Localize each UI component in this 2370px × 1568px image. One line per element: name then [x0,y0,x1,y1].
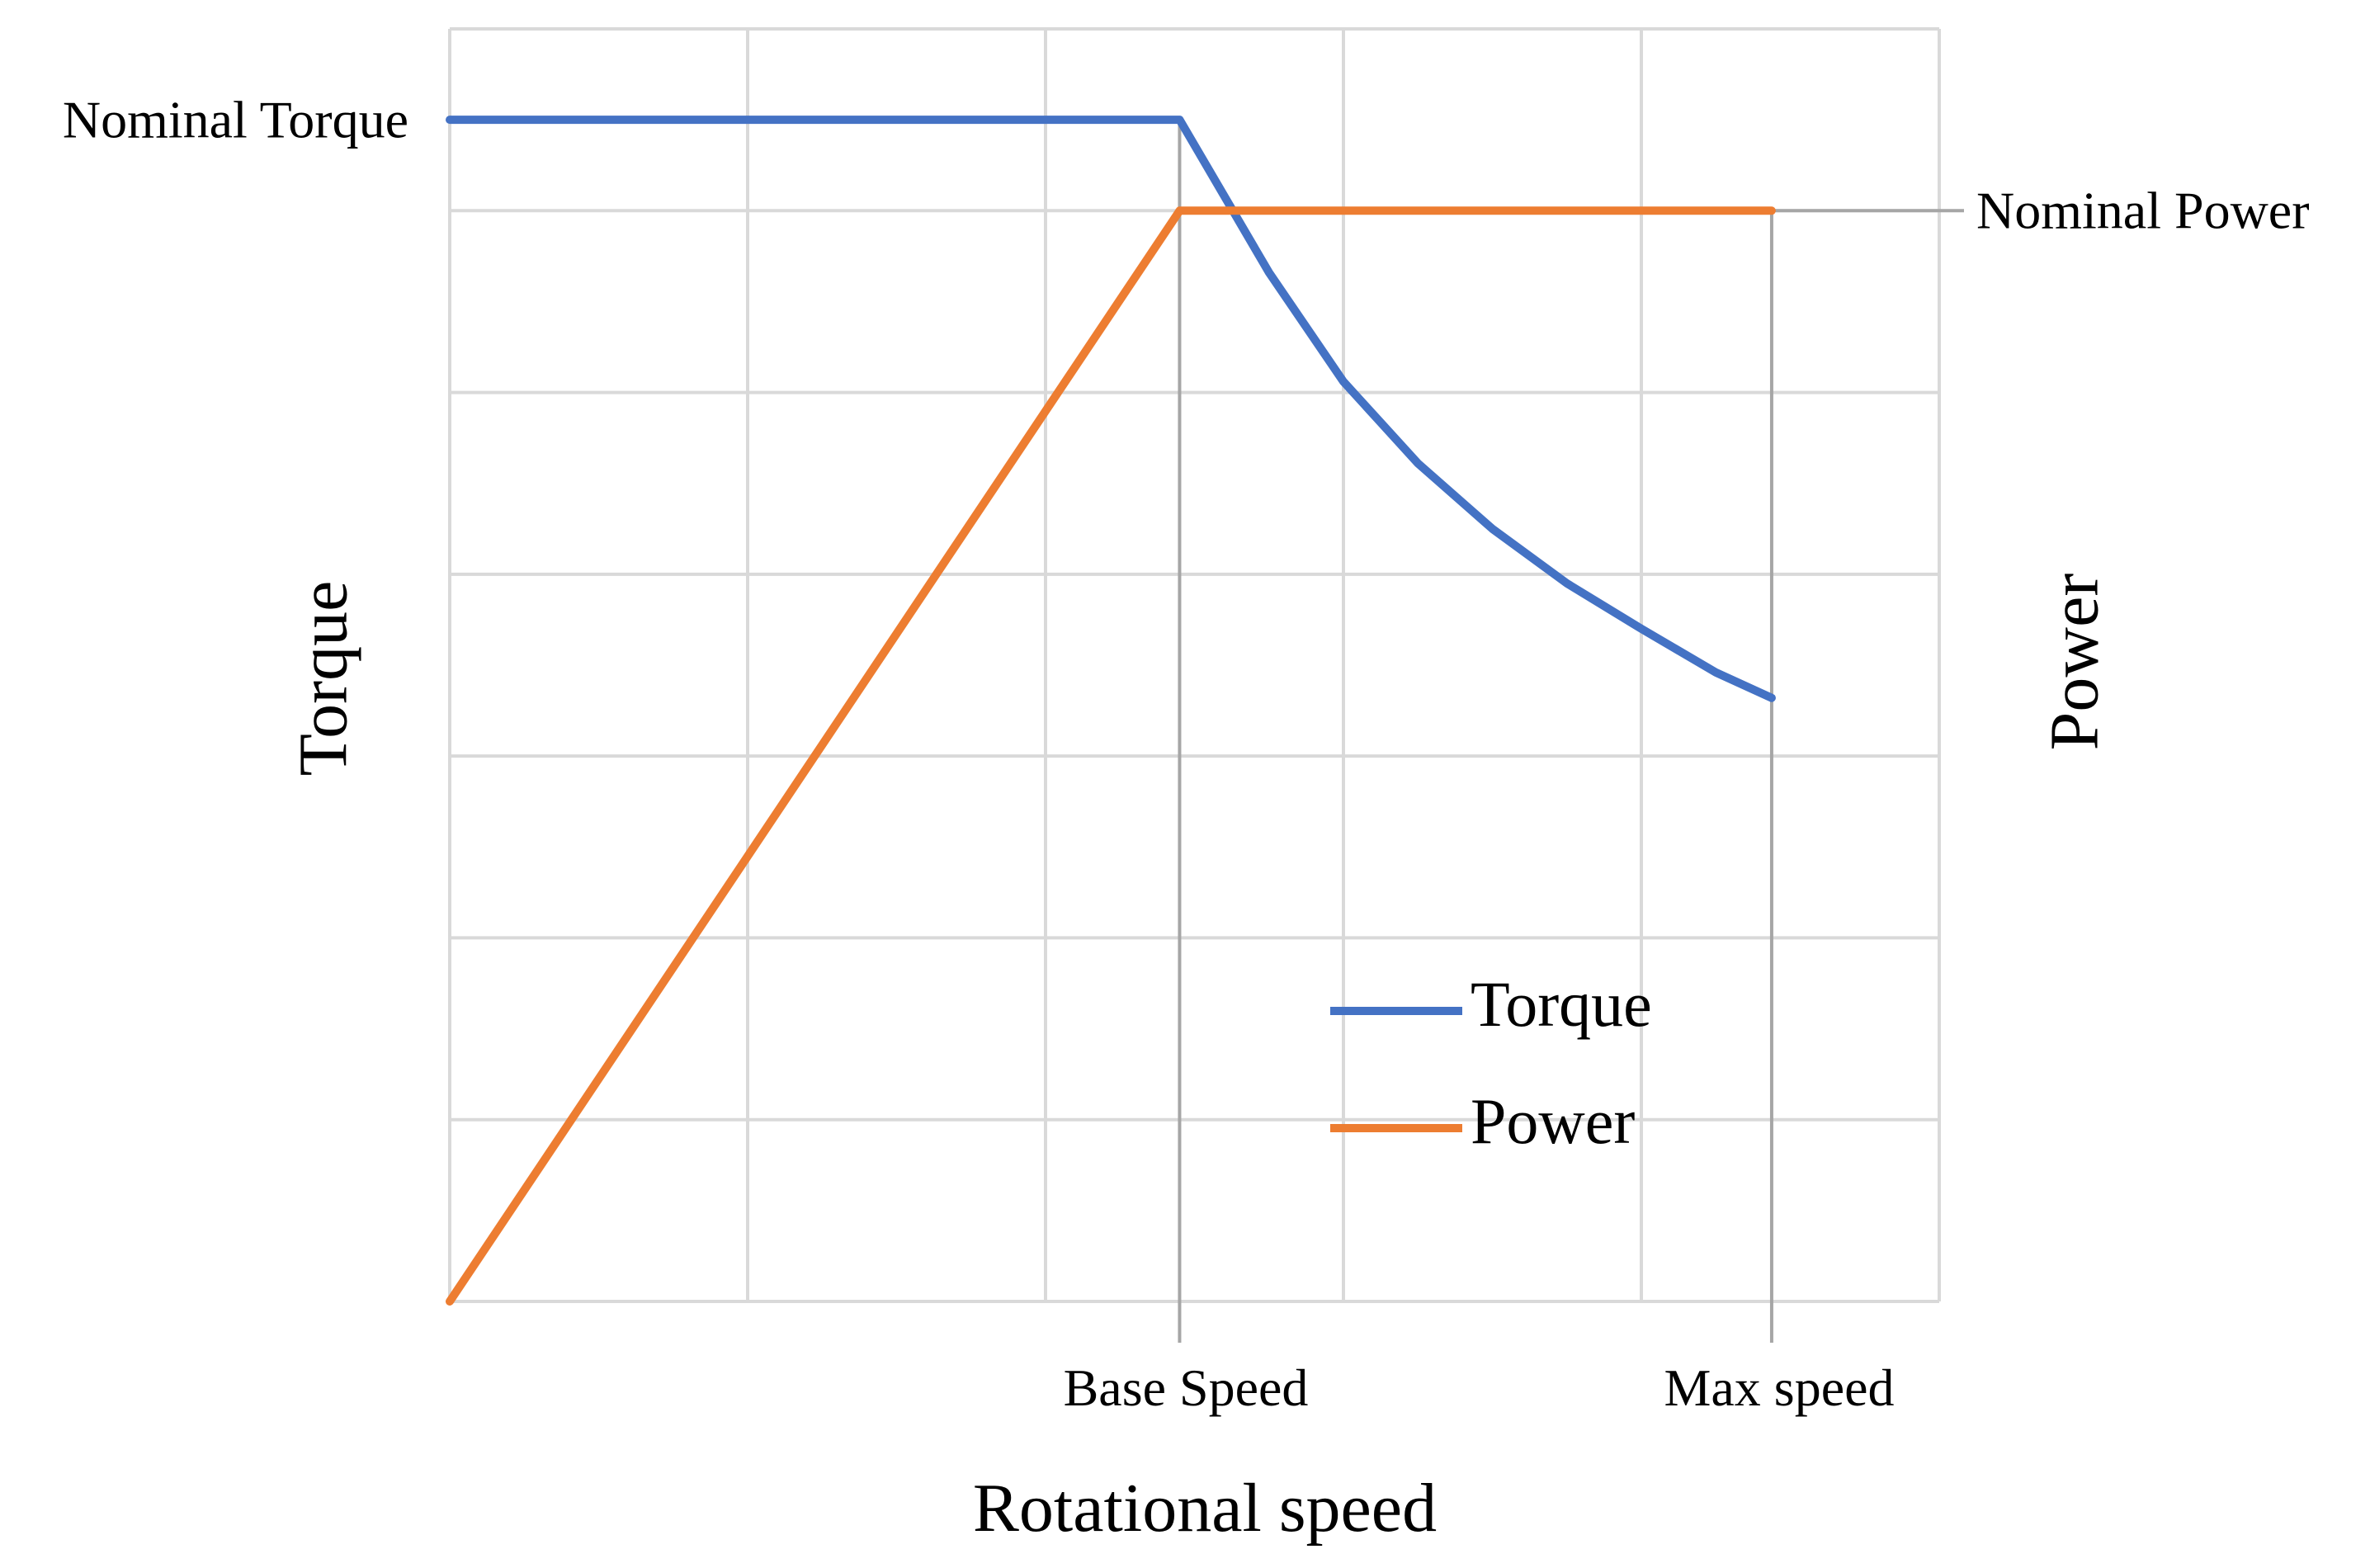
x-tick-label-base-speed: Base Speed [1064,1358,1309,1417]
legend: Torque Power [1330,968,1652,1157]
legend-label-power: Power [1471,1085,1635,1157]
grid [448,27,1941,1303]
y-axis-title-left: Torque [285,581,361,777]
series-group [446,116,1776,1306]
nominal-power-label: Nominal Power [1976,182,2310,240]
x-tick-label-max-speed: Max speed [1664,1358,1894,1417]
guide-lines [1178,120,1964,1343]
x-axis-title: Rotational speed [973,1470,1437,1547]
nominal-torque-label: Nominal Torque [63,91,408,149]
series-line-torque [446,116,1776,702]
legend-label-torque: Torque [1471,968,1652,1040]
series-line-power [446,206,1776,1306]
y-axis-title-right: Power [2036,574,2113,751]
